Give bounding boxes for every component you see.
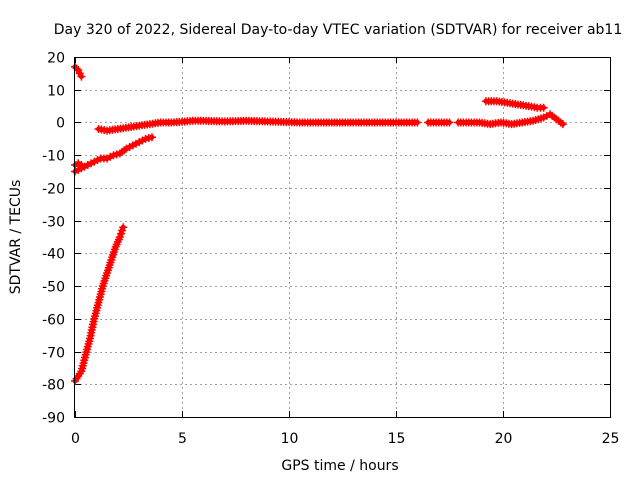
data-point (413, 118, 422, 127)
y-tick-label: -70 (42, 346, 65, 362)
x-axis-label: GPS time / hours (281, 458, 398, 474)
axis-ticks: -90 -80 -70 -60 -50 -40 -30 -20 -10 0 10 20 0 5 10 15 20… (42, 51, 619, 448)
series-mid-segment (424, 118, 454, 127)
series-lower-branch (71, 133, 156, 176)
x-tick-label: 0 (71, 431, 80, 447)
y-axis-label: SDTVAR / TECUs (8, 180, 24, 295)
data-point (148, 133, 156, 142)
data-point (77, 161, 86, 169)
x-tick-label: 5 (178, 431, 187, 447)
y-tick-label: -40 (42, 247, 65, 263)
x-tick-label: 20 (495, 431, 513, 447)
y-tick-label: -20 (42, 182, 65, 198)
x-tick-label: 10 (281, 431, 299, 447)
y-tick-label: -30 (42, 215, 65, 231)
series-upper-late-branch (481, 97, 548, 112)
y-tick-label: -10 (42, 149, 65, 165)
data-point (72, 64, 81, 73)
series-steep-ramp (71, 223, 128, 385)
plot-frame (74, 57, 611, 418)
y-tick-label: 0 (56, 116, 65, 132)
series-late-segment (454, 110, 567, 129)
series-start-high (71, 62, 86, 81)
y-tick-label: -80 (42, 378, 65, 394)
y-tick-label: -90 (42, 411, 65, 427)
data-point (119, 223, 128, 232)
data-point (558, 120, 567, 129)
data-point (539, 103, 548, 112)
y-tick-label: -60 (42, 313, 65, 329)
data-point (77, 72, 86, 81)
series-main-segment (94, 116, 422, 135)
y-tick-label: 10 (47, 84, 65, 100)
y-tick-label: 20 (47, 51, 65, 67)
chart-title: Day 320 of 2022, Sidereal Day-to-day VTE… (54, 22, 623, 38)
y-tick-label: -50 (42, 280, 65, 296)
x-tick-label: 25 (602, 431, 620, 447)
data-point (445, 118, 454, 127)
x-tick-label: 15 (388, 431, 406, 447)
data-points (71, 62, 567, 385)
gridlines (75, 57, 610, 417)
